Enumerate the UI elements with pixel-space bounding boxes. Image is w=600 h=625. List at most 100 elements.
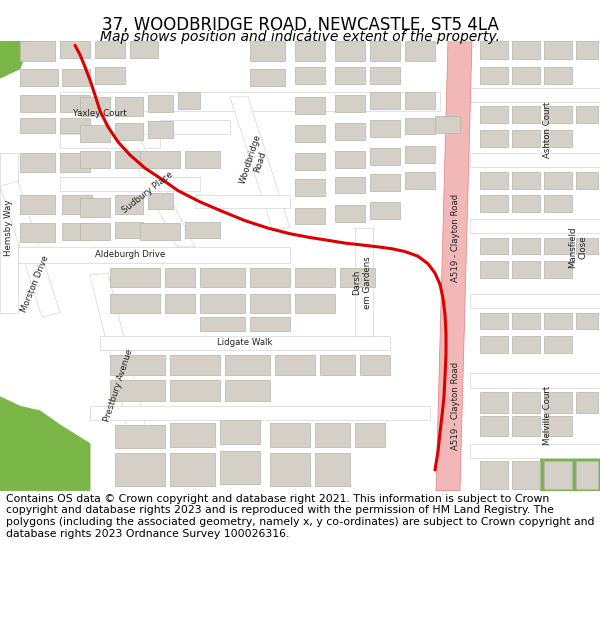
- Bar: [544, 261, 572, 278]
- Bar: [295, 294, 335, 312]
- Bar: [576, 172, 598, 189]
- Bar: [544, 106, 572, 123]
- Bar: [576, 392, 598, 412]
- Bar: [295, 41, 325, 61]
- Text: Map shows position and indicative extent of the property.: Map shows position and indicative extent…: [100, 30, 500, 44]
- Bar: [295, 67, 325, 84]
- Polygon shape: [120, 134, 195, 247]
- Bar: [110, 380, 165, 401]
- Bar: [512, 195, 540, 212]
- Polygon shape: [470, 294, 600, 308]
- Bar: [60, 118, 90, 132]
- Bar: [95, 67, 125, 84]
- Bar: [335, 151, 365, 168]
- Bar: [512, 67, 540, 84]
- Bar: [370, 120, 400, 137]
- Bar: [335, 123, 365, 140]
- Bar: [544, 392, 572, 412]
- Bar: [295, 125, 325, 142]
- Bar: [370, 41, 400, 61]
- Polygon shape: [90, 273, 150, 446]
- Text: Melville Court: Melville Court: [544, 386, 553, 445]
- Polygon shape: [195, 195, 290, 208]
- Bar: [62, 195, 92, 214]
- Bar: [170, 423, 215, 446]
- Bar: [148, 95, 173, 112]
- Bar: [512, 238, 540, 254]
- Bar: [80, 97, 110, 116]
- Bar: [315, 423, 350, 446]
- Bar: [295, 208, 325, 224]
- Bar: [20, 195, 55, 214]
- Bar: [544, 461, 572, 489]
- Text: Hemsby Way: Hemsby Way: [4, 200, 14, 256]
- Text: Woodbridge
Road: Woodbridge Road: [238, 133, 272, 188]
- Bar: [335, 176, 365, 194]
- Bar: [220, 451, 260, 484]
- Bar: [480, 461, 508, 489]
- Bar: [576, 461, 598, 489]
- Text: Darsh
em Gardens: Darsh em Gardens: [352, 256, 372, 309]
- Bar: [295, 153, 325, 170]
- Bar: [544, 41, 572, 59]
- Text: Morston Drive: Morston Drive: [19, 254, 50, 314]
- Bar: [512, 392, 540, 412]
- Bar: [110, 269, 160, 288]
- Polygon shape: [160, 120, 230, 134]
- Text: Contains OS data © Crown copyright and database right 2021. This information is : Contains OS data © Crown copyright and d…: [6, 494, 595, 539]
- Bar: [60, 153, 90, 172]
- Bar: [405, 92, 435, 109]
- Text: A519 - Clayton Road: A519 - Clayton Road: [451, 362, 460, 450]
- Bar: [250, 317, 290, 331]
- Bar: [115, 195, 143, 214]
- Bar: [165, 294, 195, 312]
- Polygon shape: [0, 153, 18, 312]
- Polygon shape: [470, 88, 600, 101]
- Bar: [80, 125, 110, 142]
- Bar: [480, 416, 508, 436]
- Bar: [335, 41, 365, 61]
- Text: 37, WOODBRIDGE ROAD, NEWCASTLE, ST5 4LA: 37, WOODBRIDGE ROAD, NEWCASTLE, ST5 4LA: [101, 16, 499, 34]
- Bar: [20, 95, 55, 112]
- Bar: [80, 223, 110, 240]
- Text: Yaxley Court: Yaxley Court: [73, 109, 127, 118]
- Text: Lidgate Walk: Lidgate Walk: [217, 338, 273, 347]
- Bar: [340, 269, 375, 288]
- Bar: [576, 238, 598, 254]
- Bar: [405, 41, 435, 61]
- Bar: [544, 312, 572, 329]
- Bar: [512, 461, 540, 489]
- Bar: [200, 294, 245, 312]
- Bar: [576, 41, 598, 59]
- Bar: [370, 92, 400, 109]
- Bar: [95, 41, 125, 58]
- Bar: [20, 153, 55, 172]
- Polygon shape: [100, 336, 390, 350]
- Text: A519 - Clayton Road: A519 - Clayton Road: [451, 194, 460, 281]
- Bar: [225, 380, 270, 401]
- Bar: [250, 69, 285, 86]
- Polygon shape: [470, 444, 600, 458]
- Bar: [480, 336, 508, 352]
- Polygon shape: [0, 181, 60, 317]
- Bar: [170, 355, 220, 375]
- Bar: [110, 355, 165, 375]
- Bar: [178, 92, 200, 109]
- Bar: [165, 269, 195, 288]
- Bar: [270, 423, 310, 446]
- Bar: [295, 179, 325, 196]
- Bar: [110, 294, 160, 312]
- Bar: [140, 223, 180, 240]
- Bar: [115, 221, 143, 238]
- Bar: [360, 355, 390, 375]
- Bar: [512, 416, 540, 436]
- Polygon shape: [230, 97, 290, 228]
- Bar: [576, 312, 598, 329]
- Bar: [140, 151, 180, 168]
- Bar: [200, 317, 245, 331]
- Bar: [480, 67, 508, 84]
- Text: Mansfield
Close: Mansfield Close: [568, 226, 588, 268]
- Polygon shape: [60, 176, 200, 191]
- Bar: [185, 151, 220, 168]
- Text: Sudbury Place: Sudbury Place: [121, 170, 175, 215]
